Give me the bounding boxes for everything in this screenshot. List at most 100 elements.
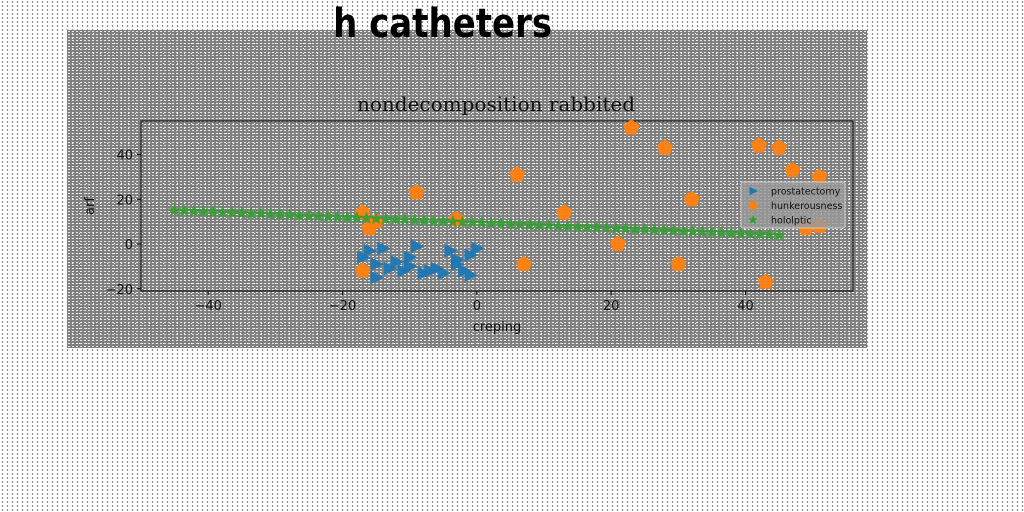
- data-point: [331, 210, 345, 223]
- data-point: [695, 225, 709, 238]
- data-point: [772, 228, 786, 241]
- data-point: [455, 215, 470, 228]
- data-point: [437, 266, 452, 280]
- data-point: [471, 241, 485, 256]
- data-point: [750, 137, 767, 153]
- data-point: [638, 222, 652, 236]
- data-point: [408, 184, 425, 200]
- data-point: [609, 235, 626, 251]
- data-point: [446, 214, 460, 228]
- data-point: [513, 217, 527, 231]
- data-point: [532, 218, 546, 231]
- data-point: [407, 213, 422, 226]
- data-point: [590, 220, 604, 234]
- data-point: [370, 257, 385, 271]
- data-point: [359, 211, 374, 224]
- series-prostatectomy: [357, 239, 485, 285]
- data-point: [811, 168, 828, 184]
- data-point: [599, 221, 613, 234]
- data-point: [444, 243, 458, 258]
- data-point: [254, 207, 268, 220]
- data-point: [484, 216, 498, 229]
- data-point: [561, 219, 575, 233]
- data-point: [509, 166, 526, 182]
- data-point: [377, 241, 391, 256]
- data-point: [398, 212, 412, 226]
- data-point: [379, 212, 393, 225]
- data-point: [580, 220, 594, 233]
- data-point: [388, 212, 402, 226]
- legend-label: hunkerousness: [771, 201, 842, 212]
- chart-title: nondecomposition rabbited: [357, 92, 635, 116]
- data-point: [570, 219, 585, 233]
- data-point: [503, 217, 518, 230]
- data-point: [734, 226, 748, 240]
- x-axis: −40 −20 0 20 40: [194, 291, 754, 314]
- data-point: [369, 211, 383, 225]
- legend-box: [740, 181, 846, 229]
- figure-canvas: [67, 30, 867, 348]
- legend-marker-hunkerousness: [748, 200, 758, 210]
- data-point: [771, 139, 788, 155]
- y-tick-label: 40: [116, 149, 133, 164]
- x-tick-label: 20: [603, 299, 620, 314]
- data-point: [370, 270, 385, 285]
- data-point: [656, 139, 673, 155]
- data-point: [427, 214, 441, 227]
- data-point: [225, 205, 239, 219]
- data-point: [206, 205, 220, 218]
- y-axis: −20 0 20 40: [106, 149, 141, 298]
- data-point: [410, 239, 425, 254]
- data-point: [556, 204, 573, 220]
- data-point: [683, 190, 700, 207]
- y-axis-label: arf: [83, 197, 98, 215]
- data-point: [354, 262, 371, 278]
- data-point: [215, 205, 230, 219]
- y-tick-label: 20: [116, 193, 133, 208]
- data-point: [475, 216, 489, 229]
- data-point: [465, 215, 479, 229]
- data-point: [404, 250, 418, 265]
- data-point: [628, 222, 642, 235]
- data-point: [676, 224, 690, 237]
- x-tick-label: 40: [737, 299, 754, 314]
- data-point: [196, 204, 210, 218]
- data-point: [623, 119, 640, 135]
- x-tick-label: 0: [473, 299, 481, 314]
- data-point: [187, 204, 201, 217]
- data-point: [340, 210, 354, 224]
- data-point: [714, 225, 729, 239]
- data-point: [177, 203, 191, 217]
- data-point: [464, 268, 479, 283]
- data-point: [350, 210, 364, 224]
- legend-label: prostatectomy: [771, 187, 841, 198]
- y-tick-label: −20: [106, 283, 133, 298]
- data-point: [494, 216, 508, 230]
- data-point: [417, 213, 431, 227]
- data-point: [647, 223, 661, 236]
- data-point: [705, 225, 719, 238]
- data-point: [609, 221, 623, 235]
- data-point: [244, 206, 258, 220]
- figure-title: h catheters: [333, 1, 553, 47]
- data-point: [283, 208, 297, 221]
- legend-marker-prostatectomy: [749, 186, 758, 196]
- legend: prostatectomy hunkerousness hololptic: [740, 181, 846, 229]
- x-axis-label: creping: [473, 320, 522, 335]
- data-point: [670, 255, 687, 271]
- data-point: [523, 217, 537, 231]
- data-point: [357, 250, 371, 265]
- plot-area: [140, 120, 854, 292]
- data-point: [390, 255, 405, 269]
- x-tick-label: −20: [329, 299, 356, 314]
- x-tick-label: −40: [194, 299, 221, 314]
- data-point: [273, 207, 287, 221]
- legend-marker-hololptic: [748, 215, 758, 224]
- data-point: [542, 218, 556, 232]
- data-point: [724, 226, 738, 239]
- data-point: [167, 203, 182, 217]
- data-point: [311, 209, 326, 222]
- data-point: [657, 223, 671, 237]
- data-point: [235, 206, 249, 219]
